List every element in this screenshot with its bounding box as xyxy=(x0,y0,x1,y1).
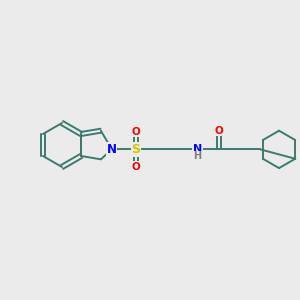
Text: O: O xyxy=(132,162,140,172)
Text: N: N xyxy=(193,144,202,154)
Text: N: N xyxy=(107,143,117,156)
Text: H: H xyxy=(194,152,202,161)
Text: O: O xyxy=(214,126,223,136)
Text: O: O xyxy=(132,127,140,137)
Text: S: S xyxy=(132,143,141,156)
